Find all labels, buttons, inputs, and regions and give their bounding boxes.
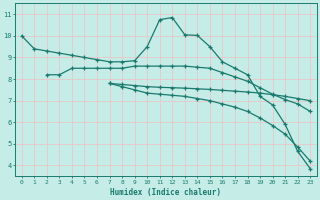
X-axis label: Humidex (Indice chaleur): Humidex (Indice chaleur) bbox=[110, 188, 221, 197]
